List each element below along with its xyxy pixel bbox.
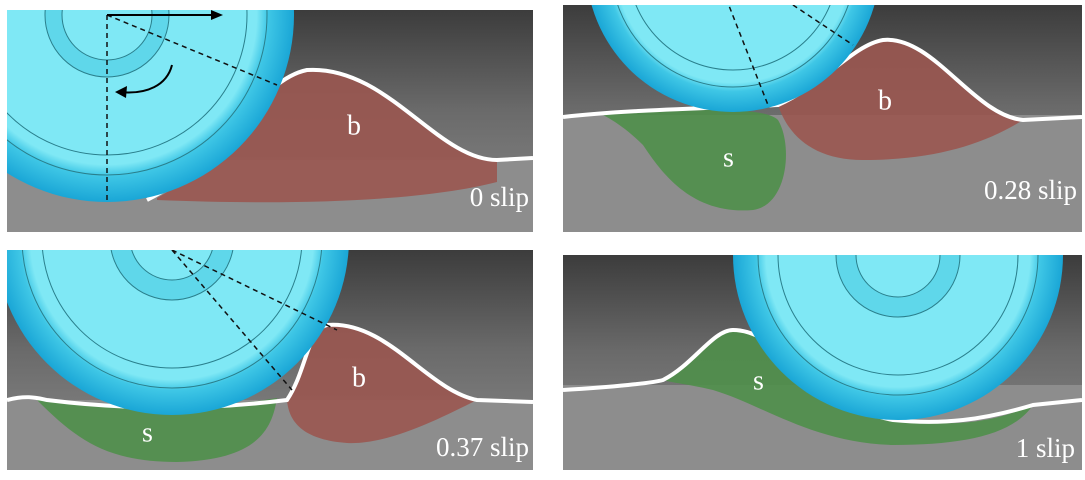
region-label: b: [352, 362, 366, 393]
slip-label: 1 slip: [1016, 433, 1075, 463]
region-label: s: [142, 417, 153, 448]
slip-label: 0.37 slip: [436, 432, 529, 462]
region-label: b: [347, 110, 361, 141]
slip-label: 0.28 slip: [984, 175, 1077, 205]
panel: s b 0.28 slip: [563, 0, 1082, 232]
region-label: b: [878, 85, 892, 116]
region-label: s: [723, 142, 734, 173]
figure: b 0 slip s b 0.28 slip s b 0.37 slip: [0, 0, 1085, 480]
region-label: s: [753, 365, 764, 396]
panel: b 0 slip: [0, 0, 533, 232]
slip-label: 0 slip: [470, 182, 529, 212]
